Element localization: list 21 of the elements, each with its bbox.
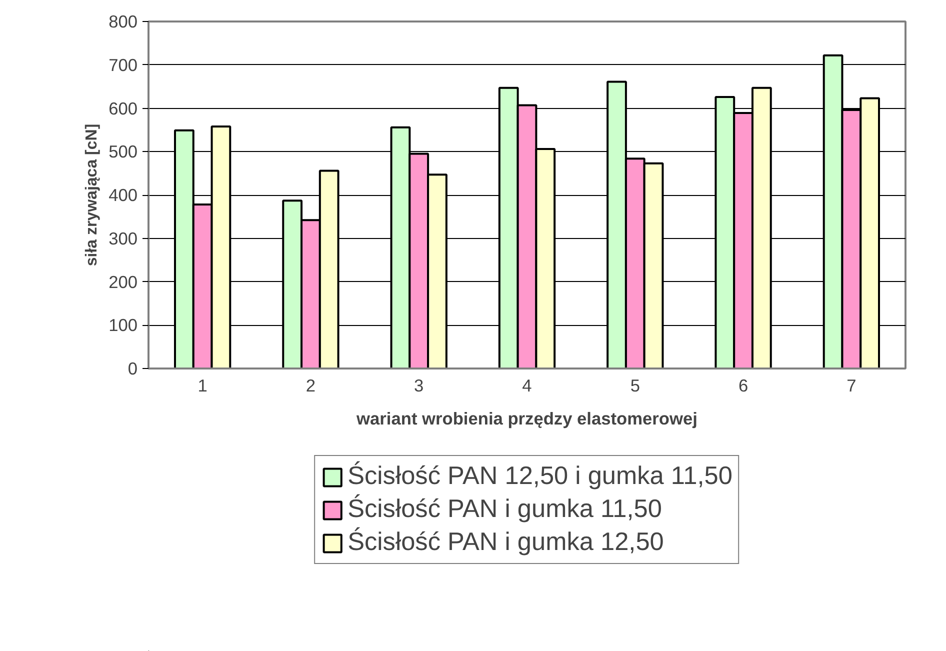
x-axis-title: wariant wrobienia przędzy elastomerowej bbox=[356, 408, 698, 428]
y-axis-title: siła zrywająca [cN] bbox=[84, 124, 101, 266]
x-tick-label: 1 bbox=[198, 376, 208, 396]
x-tick-label: 2 bbox=[306, 376, 316, 396]
x-tick-label: 5 bbox=[630, 376, 640, 396]
x-tick-label: 7 bbox=[846, 376, 856, 396]
x-tick-label: 4 bbox=[522, 376, 532, 396]
y-tick-label: 800 bbox=[108, 12, 138, 32]
legend-label: Ścisłość PAN i gumka 11,50 bbox=[348, 495, 662, 524]
x-tick-label: 6 bbox=[738, 376, 748, 396]
y-tick-label: 200 bbox=[108, 272, 138, 292]
legend-label: Ścisłość PAN 12,50 i gumka 11,50 bbox=[348, 462, 732, 491]
legend-label: Ścisłość PAN i gumka 12,50 bbox=[348, 528, 664, 557]
y-tick-label: 500 bbox=[108, 142, 138, 162]
y-tick-label: 300 bbox=[108, 228, 138, 248]
y-tick-label: 0 bbox=[128, 358, 138, 378]
y-tick-label: 100 bbox=[108, 315, 138, 336]
y-tick-label: 700 bbox=[108, 54, 138, 75]
x-tick-label: 3 bbox=[414, 376, 424, 396]
y-tick-label: 400 bbox=[108, 185, 138, 205]
y-tick-label: 600 bbox=[108, 98, 138, 118]
